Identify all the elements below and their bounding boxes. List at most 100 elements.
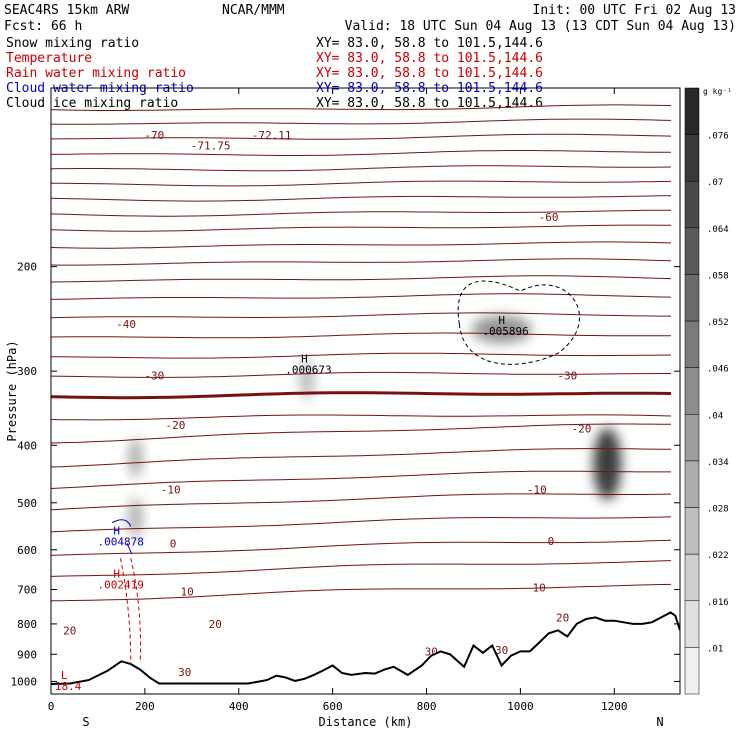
colorbar-swatch [684, 460, 700, 508]
isotherm-line [51, 332, 671, 339]
temperature-contour-label: -10 [527, 484, 547, 497]
temperature-contour-label: 30 [178, 666, 191, 679]
extremum-type: H [113, 567, 120, 580]
y-tick-label: 500 [17, 497, 37, 510]
extremum-value: .002419 [98, 578, 144, 591]
colorbar-swatch [684, 507, 700, 555]
colorbar-swatch [684, 180, 700, 229]
colorbar-swatch [684, 320, 700, 368]
isotherm-line [51, 448, 672, 468]
x-axis-label: Distance (km) [319, 715, 413, 729]
temperature-contour-label: -10 [161, 484, 181, 497]
colorbar-swatch [684, 227, 700, 275]
colorbar-level-label: .064 [707, 225, 729, 235]
colorbar-swatch [684, 367, 700, 415]
extremum-type: L [61, 669, 68, 682]
extremum-label: H.000673 [285, 352, 331, 376]
colorbar-level-label: .028 [707, 505, 729, 515]
colorbar-swatch [684, 274, 700, 322]
terrain-fill [51, 612, 680, 694]
snow-shading-cell [471, 315, 532, 344]
isotherm-line [51, 258, 672, 266]
x-tick-label: 600 [323, 700, 343, 713]
isotherm-line [51, 133, 672, 140]
snow-shading-cell [593, 427, 622, 500]
isotherm-line [51, 165, 672, 172]
endpoint-label-left: S [82, 715, 89, 729]
field-name: Temperature [6, 51, 92, 66]
colorbar-level-label: .04 [707, 411, 723, 421]
temperature-contour-label: 10 [533, 582, 546, 595]
colorbar-level-label: .058 [707, 271, 729, 281]
colorbar-swatch [684, 600, 700, 648]
temperature-contour-label: -20 [165, 419, 185, 432]
isotherm-line [51, 150, 671, 156]
colorbar-unit: g kg⁻¹ [703, 87, 732, 96]
colorbar-level-label: .034 [707, 458, 729, 468]
rain-water-contour [119, 558, 142, 663]
plot-frame [50, 87, 681, 695]
temperature-contour-label: 30 [495, 644, 508, 657]
temperature-contour-label: 20 [556, 611, 569, 624]
x-tick-label: 1000 [507, 700, 534, 713]
temperature-contour-label: -71.75 [191, 140, 231, 153]
colorbar-swatch [684, 414, 700, 462]
endpoint-label-right: N [656, 715, 663, 729]
isotherm-line [51, 560, 672, 577]
temperature-contour-label: -30 [144, 369, 164, 382]
extremum-label: H.004878 [98, 524, 144, 548]
isotherm-line [51, 118, 672, 125]
colorbar-level-label: .01 [707, 644, 723, 654]
y-tick-label: 400 [17, 439, 37, 452]
colorbar-level-label: .052 [707, 318, 729, 328]
x-tick-label: 800 [417, 700, 437, 713]
colorbar-level-label: .022 [707, 551, 729, 561]
temperature-contour-label: 0 [170, 537, 177, 550]
isotherm-line [51, 195, 672, 202]
isotherm-line [51, 312, 671, 319]
field-xy: XY= 83.0, 58.8 to 101.5,144.6 [316, 96, 543, 111]
extremum-label: L18.4 [55, 669, 82, 693]
plot-interior: -72.11 -71.75 -70 -60 -40 -30 -30 -20 -20 -10 -10 0… [51, 104, 680, 694]
snow-shading-cell [299, 359, 314, 400]
forecast-hour: Fcst: 66 h [4, 19, 82, 34]
extremum-type: H [498, 314, 505, 327]
isotherm-line [51, 470, 671, 489]
terrain-line [51, 611, 680, 685]
field-xy: XY= 83.0, 58.8 to 101.5,144.6 [316, 36, 543, 51]
extremum-label: H.005896 [482, 314, 528, 338]
field-name: Snow mixing ratio [6, 36, 139, 51]
valid-time: Valid: 18 UTC Sun 04 Aug 13 (13 CDT Sun … [345, 19, 736, 34]
isotherm-line [51, 583, 672, 602]
x-tick-label: 200 [135, 700, 155, 713]
temperature-contour-label: -72.11 [252, 129, 292, 142]
temperature-contour-label: -70 [144, 129, 164, 142]
colorbar-swatch [684, 87, 700, 135]
snow-shading-cell [128, 497, 143, 538]
colorbar-swatch [684, 134, 700, 182]
isotherm-line [51, 352, 672, 359]
isotherm-line [51, 241, 672, 249]
y-tick-label: 300 [17, 365, 37, 378]
isotherm-line [51, 539, 672, 556]
isotherm-line [51, 516, 672, 533]
cloud-water-contour [111, 519, 133, 555]
temperature-contour-label: 0 [548, 535, 555, 548]
y-tick-label: 600 [17, 544, 37, 557]
x-tick-label: 0 [48, 700, 55, 713]
isotherm-line [51, 414, 672, 421]
isotherm-line [51, 209, 671, 217]
isotherm-line [51, 224, 672, 232]
isotherm-line [51, 371, 671, 378]
freezing-level-isotherm [51, 391, 672, 400]
temperature-contour-label: -30 [557, 369, 577, 382]
colorbar: .076 .07 .064 .058 .052 .046 .04 .034 .028 .022 .0… [684, 87, 732, 695]
field-xy: XY= 83.0, 58.8 to 101.5,144.6 [316, 66, 543, 81]
field-legend: Snow mixing ratio XY= 83.0, 58.8 to 101.5… [6, 36, 543, 111]
y-tick-label: 900 [17, 648, 37, 661]
colorbar-level-label: .07 [707, 178, 723, 188]
isotherm-line [51, 104, 672, 111]
colorbar-level-label: .046 [707, 365, 729, 375]
temperature-contour-label: -40 [116, 318, 136, 331]
